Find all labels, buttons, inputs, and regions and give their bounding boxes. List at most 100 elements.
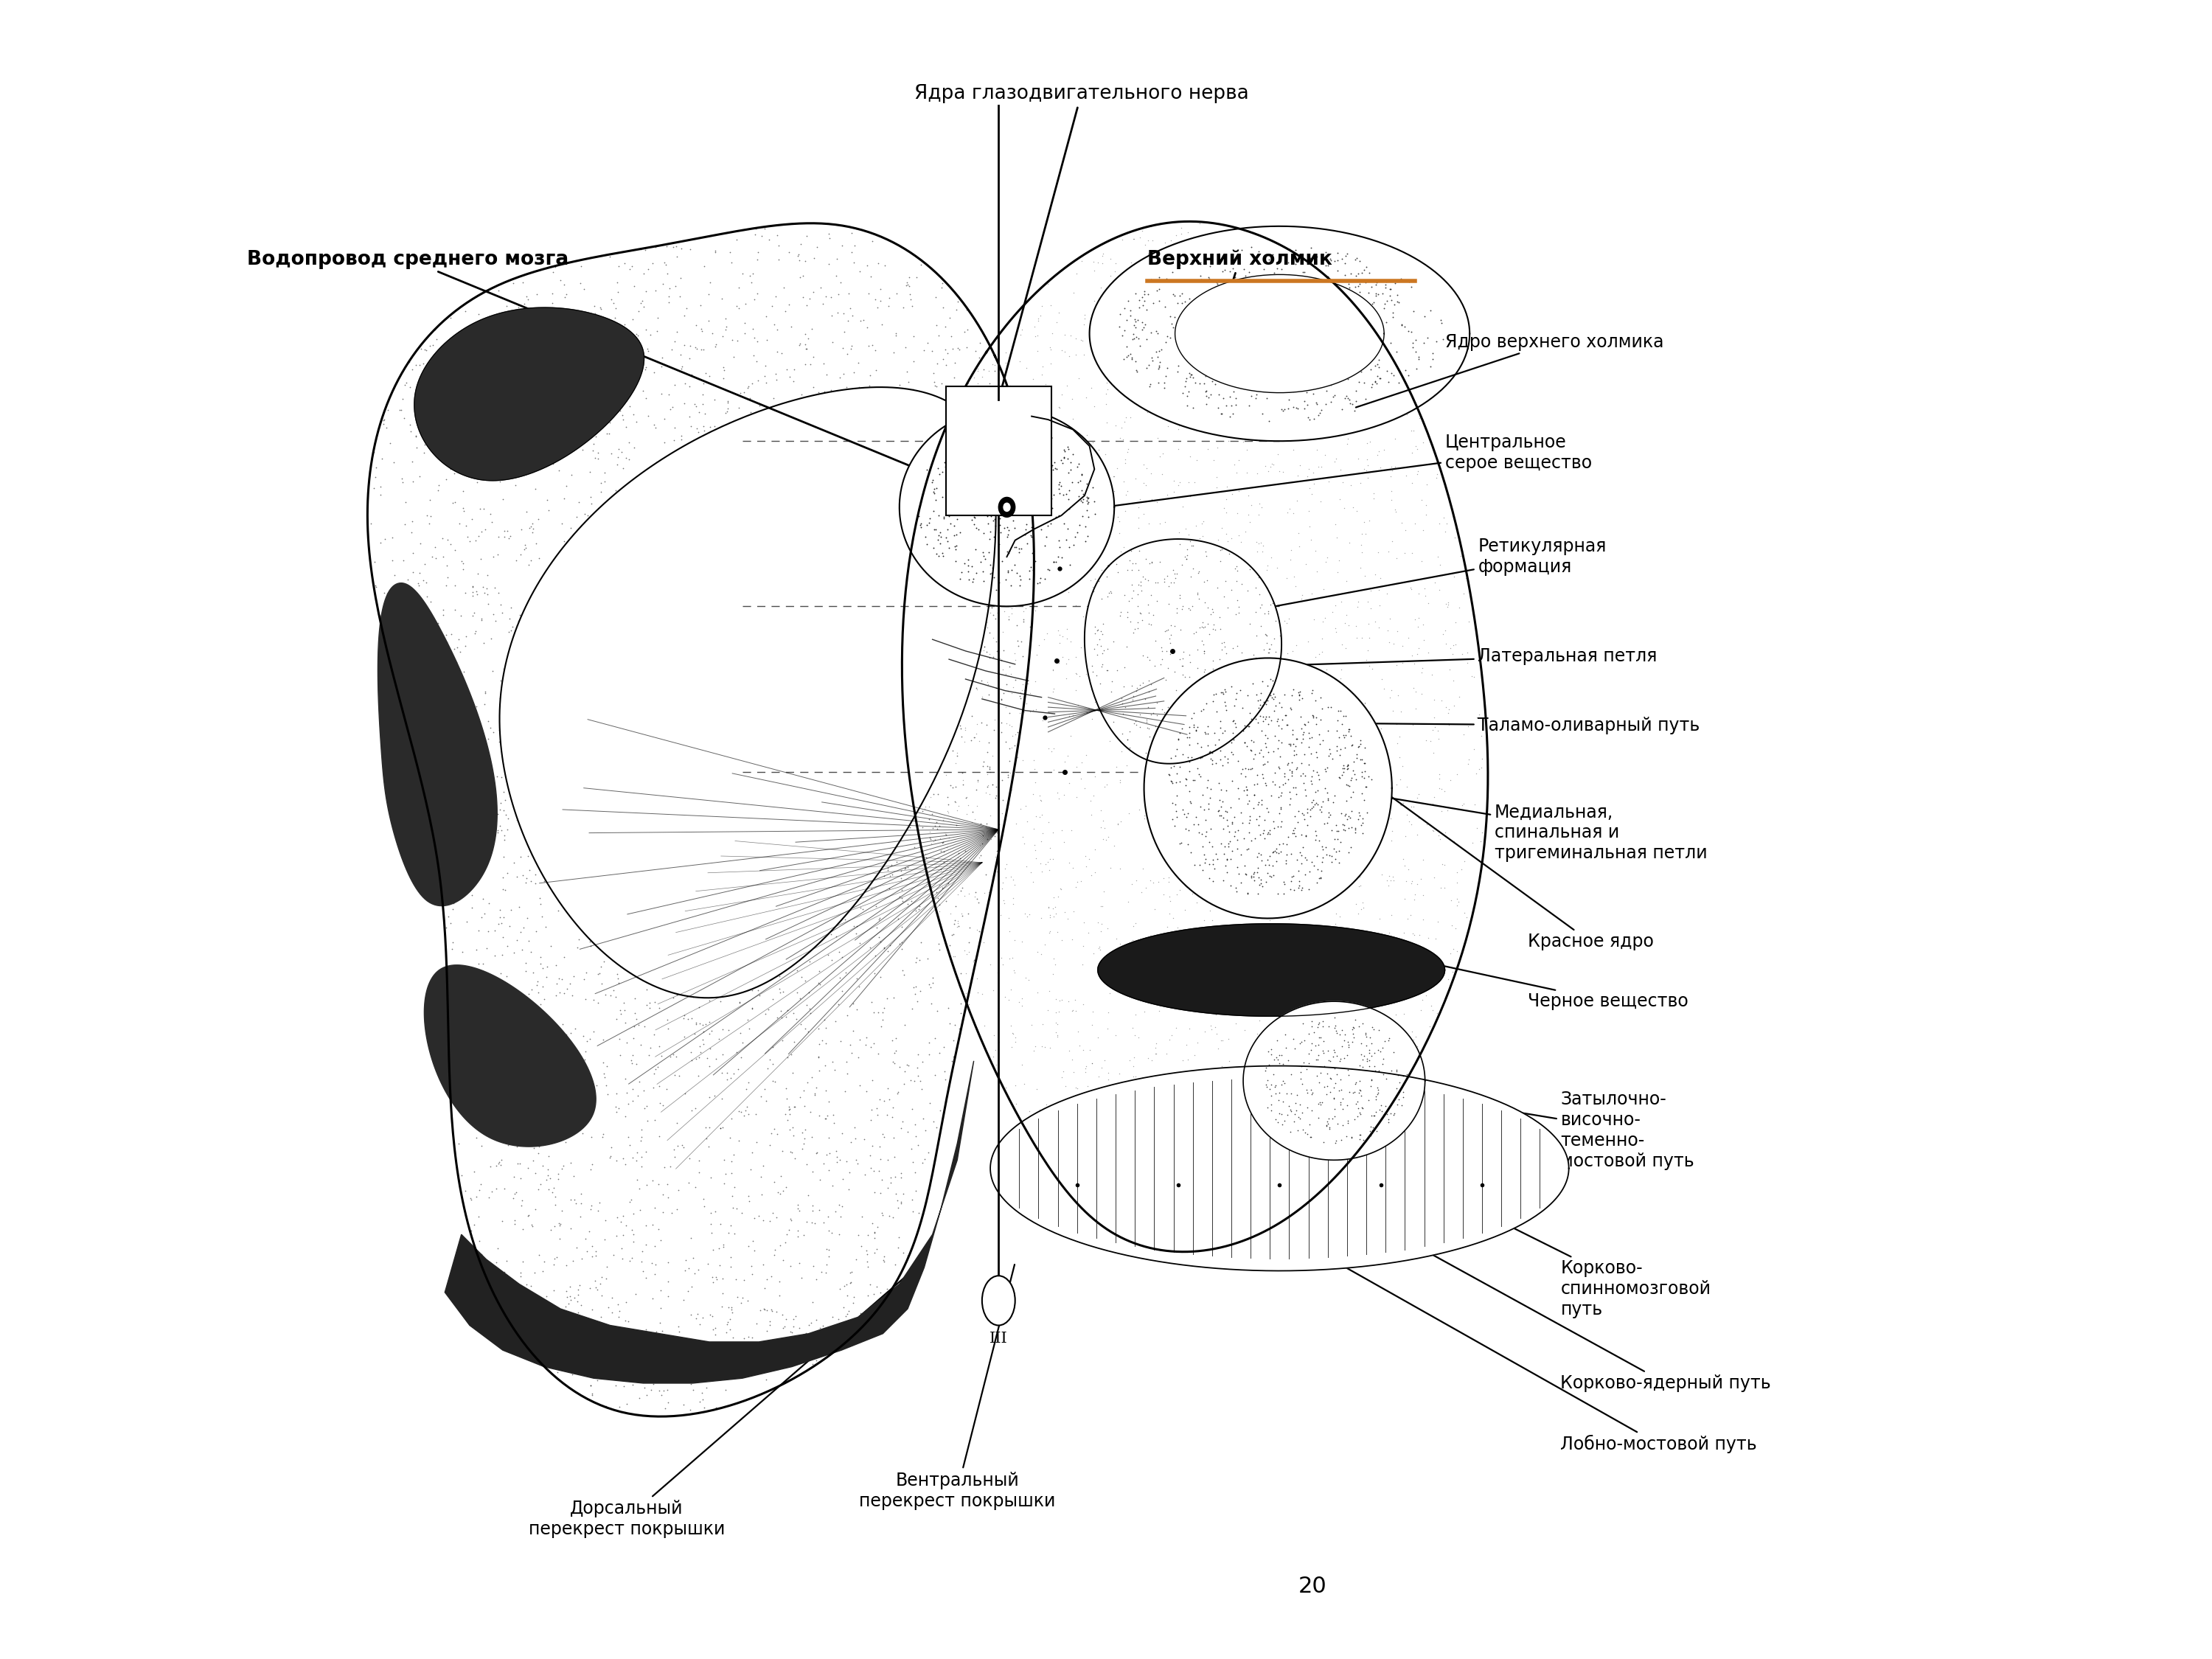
Point [1062, 564, 1097, 591]
Point [1006, 450, 1042, 476]
Point [949, 469, 984, 496]
Point [1267, 330, 1303, 357]
Point [593, 314, 628, 340]
Point [434, 936, 469, 962]
Point [834, 1259, 869, 1286]
Point [628, 975, 664, 1002]
Point [938, 788, 973, 815]
Point [726, 378, 761, 405]
Point [964, 465, 1000, 491]
Point [1172, 1015, 1208, 1042]
Point [911, 818, 947, 844]
Point [511, 297, 546, 324]
Point [1177, 811, 1212, 838]
Point [1261, 1022, 1296, 1048]
Point [469, 844, 504, 871]
Point [1256, 697, 1292, 723]
Point [1066, 1037, 1102, 1063]
Point [520, 418, 555, 445]
Point [838, 586, 874, 612]
Point [1161, 531, 1197, 557]
Point [925, 438, 960, 465]
Point [730, 1100, 765, 1126]
Point [734, 315, 770, 342]
Point [630, 338, 666, 365]
Point [916, 466, 951, 493]
Point [1296, 971, 1332, 997]
Point [717, 951, 752, 977]
Point [491, 524, 526, 551]
Point [542, 1211, 577, 1238]
Point [1024, 353, 1060, 380]
Point [993, 441, 1029, 468]
Point [1183, 582, 1219, 609]
Point [518, 1259, 553, 1286]
Point [1276, 1058, 1312, 1085]
Point [504, 1055, 540, 1082]
Point [1121, 796, 1157, 823]
Point [1192, 1216, 1228, 1243]
Point [1117, 312, 1152, 338]
Point [467, 690, 502, 717]
Point [1451, 713, 1486, 740]
Point [635, 843, 670, 869]
Point [1053, 551, 1088, 577]
Point [1164, 1125, 1199, 1151]
Point [1203, 327, 1239, 353]
Point [920, 931, 956, 957]
Point [1400, 461, 1436, 488]
Point [865, 1007, 900, 1034]
Point [922, 511, 958, 538]
Point [1152, 761, 1188, 788]
Point [790, 292, 825, 319]
Point [1110, 800, 1146, 826]
Point [1254, 362, 1290, 388]
Point [1044, 876, 1079, 902]
Point [757, 705, 792, 732]
Point [1307, 775, 1343, 801]
Point [885, 375, 920, 401]
Point [1307, 810, 1343, 836]
Point [900, 1042, 936, 1068]
Point [644, 1277, 679, 1304]
Point [1166, 1063, 1201, 1090]
Point [1318, 684, 1354, 710]
Point [772, 1138, 807, 1165]
Point [1267, 888, 1303, 914]
Point [549, 728, 584, 755]
Point [774, 670, 810, 697]
Point [1042, 469, 1077, 496]
Point [1248, 722, 1283, 748]
Point [989, 556, 1024, 582]
Point [956, 498, 991, 524]
Point [573, 1156, 608, 1183]
Point [560, 934, 595, 961]
Point [1316, 353, 1352, 380]
Point [823, 1146, 858, 1173]
Point [1279, 1136, 1314, 1163]
Point [869, 501, 905, 528]
Point [1152, 901, 1188, 927]
Point [1183, 763, 1219, 790]
Point [1290, 300, 1325, 327]
Point [1013, 554, 1048, 581]
Point [611, 1307, 646, 1334]
Point [599, 1204, 635, 1231]
Point [1018, 324, 1053, 350]
Point [1241, 791, 1276, 818]
Point [1405, 430, 1440, 456]
Point [586, 1120, 622, 1146]
Point [1033, 484, 1068, 511]
Point [1113, 264, 1148, 290]
Point [453, 1186, 489, 1213]
Point [436, 929, 471, 956]
Point [942, 715, 978, 742]
Point [728, 879, 763, 906]
Point [734, 1140, 770, 1166]
Point [907, 720, 942, 747]
Point [1172, 649, 1208, 675]
Point [396, 559, 431, 586]
Point [1141, 932, 1177, 959]
Point [1048, 625, 1084, 652]
Point [1157, 992, 1192, 1019]
